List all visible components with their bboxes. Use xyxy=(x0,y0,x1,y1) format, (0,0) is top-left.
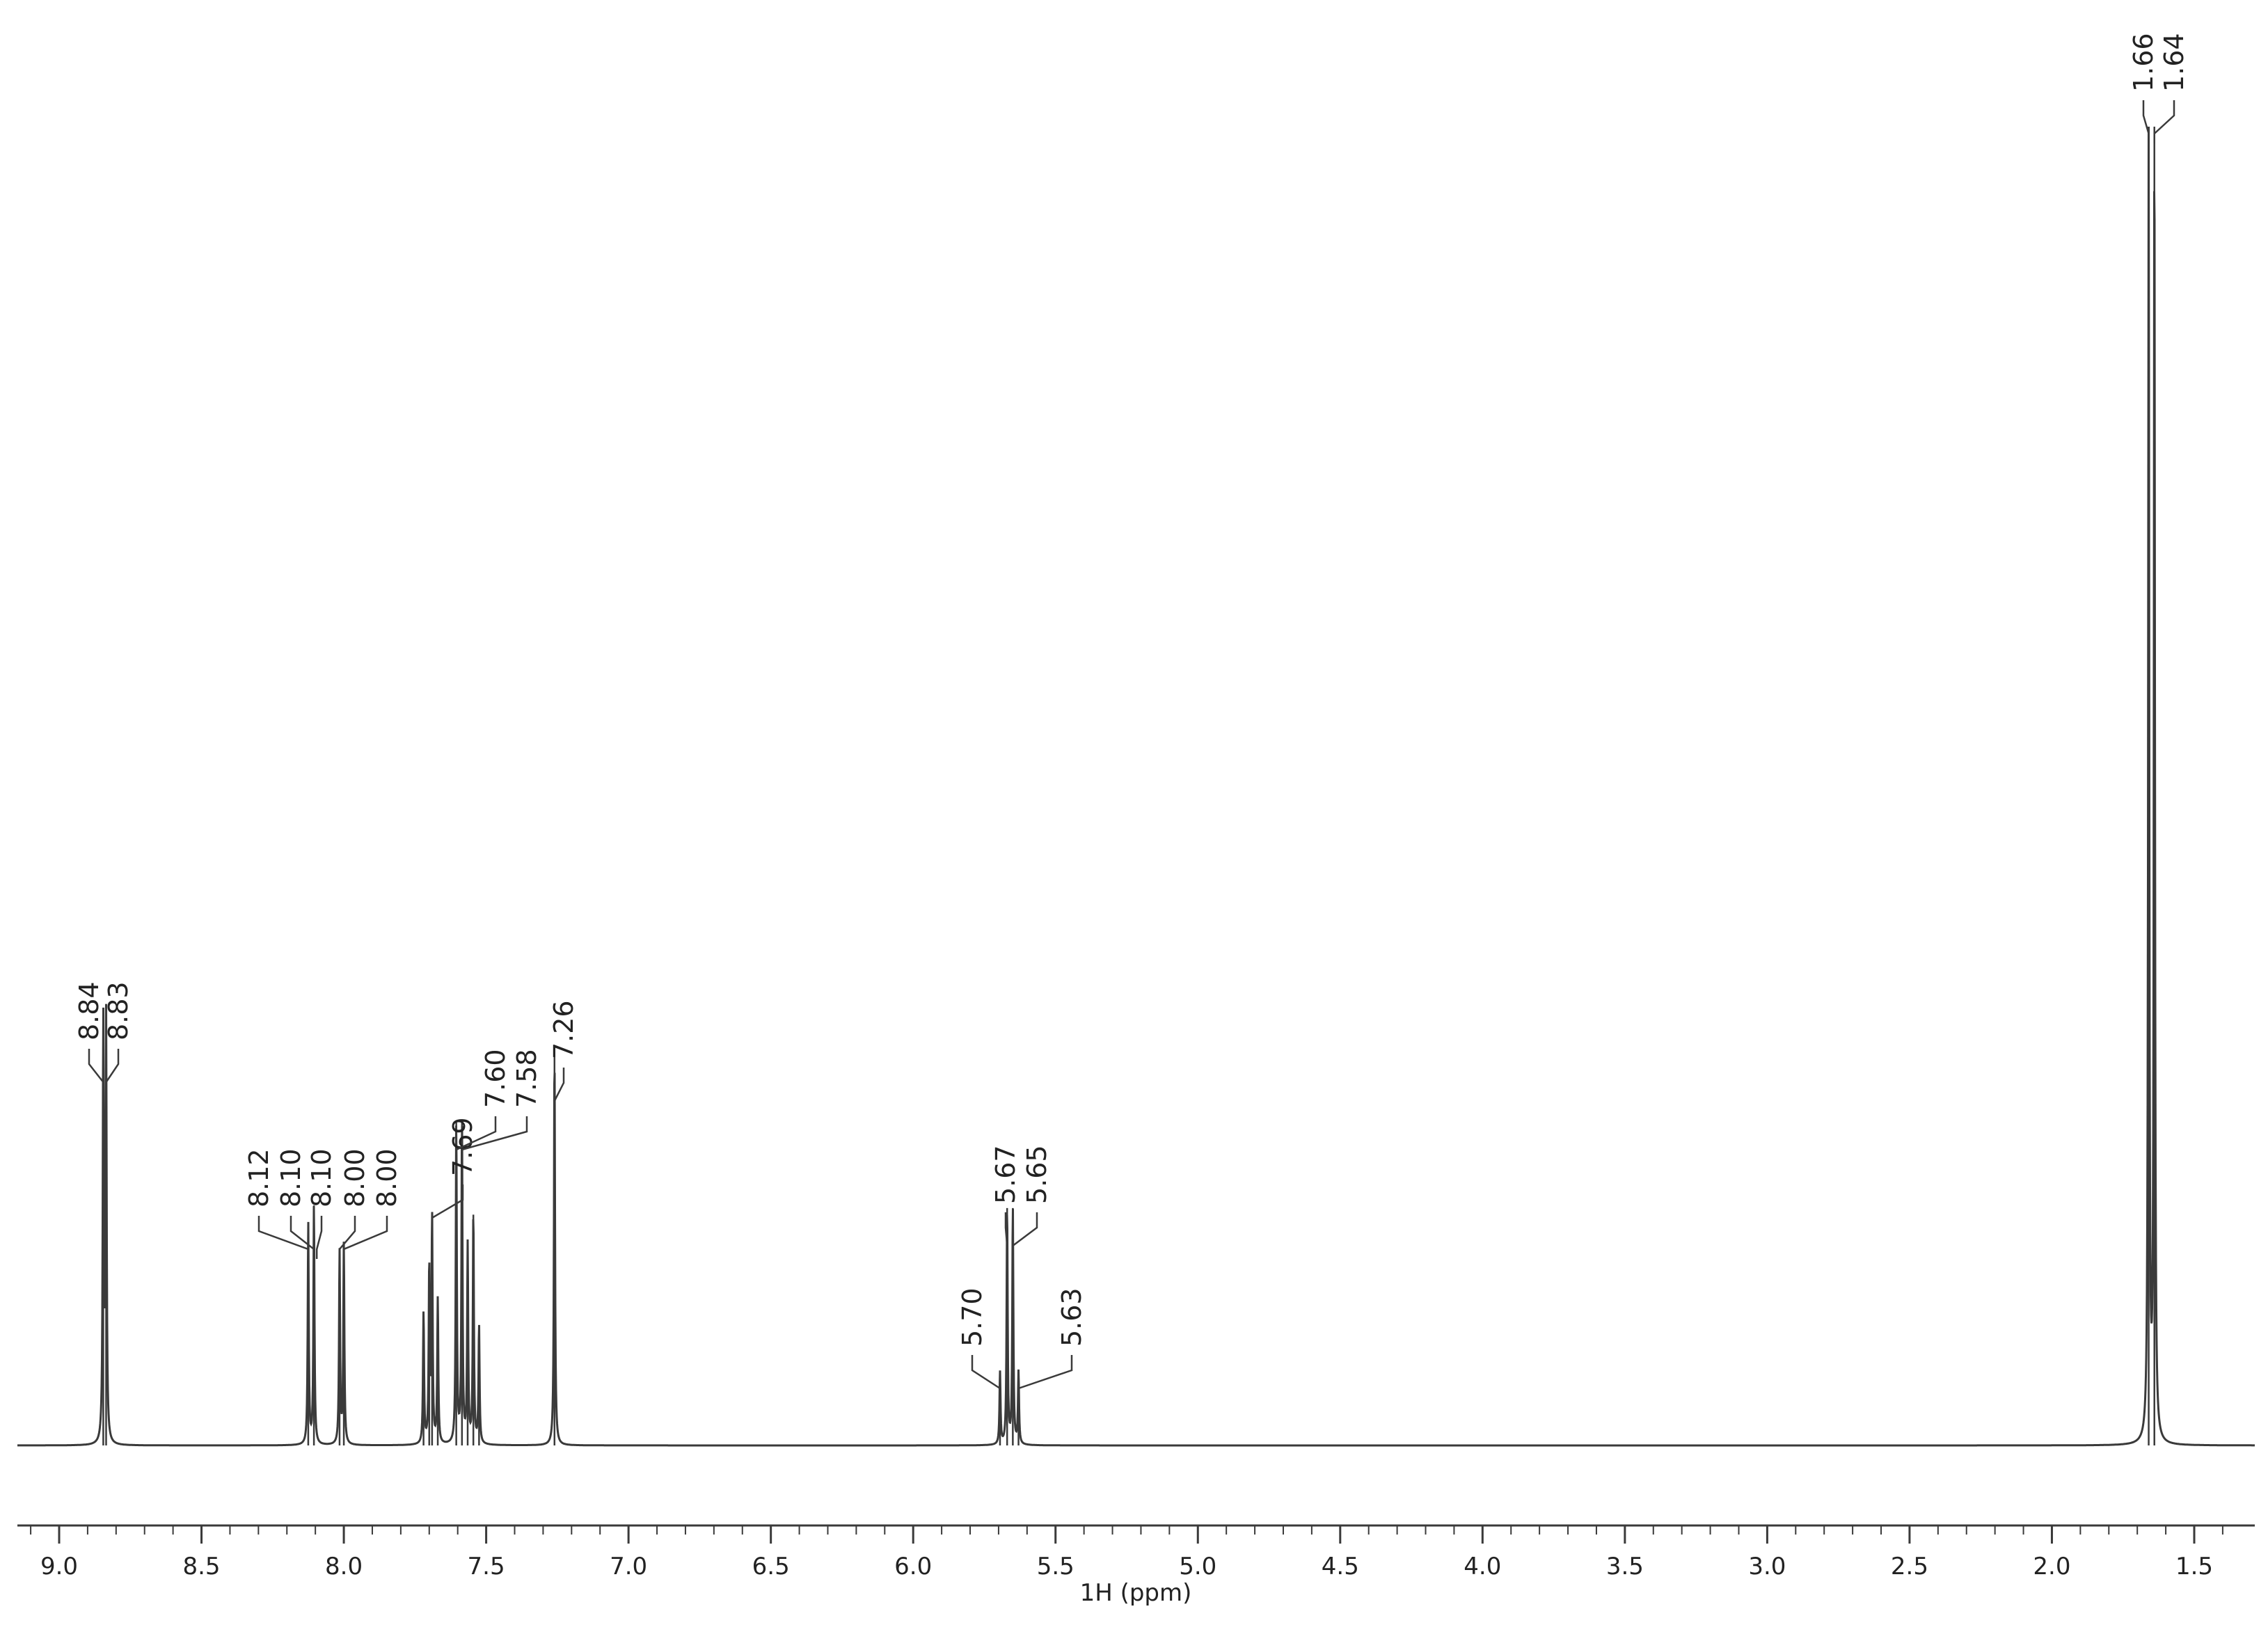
x-tick-label: 7.0 xyxy=(610,1553,647,1580)
x-tick-label: 1.5 xyxy=(2175,1553,2213,1580)
peak-label-connector xyxy=(1004,1212,1008,1255)
peak-labels-layer: 8.848.838.12 8.10 8.10 8.00 8.007.697.60 7.58… xyxy=(74,33,2189,1398)
peak-label: 5.63 xyxy=(1056,1287,1087,1347)
peak-label: 8.10 xyxy=(276,1148,306,1207)
peak-label-connector xyxy=(431,1184,464,1228)
peak-label: 8.10 xyxy=(306,1148,337,1207)
peak-label: 1.64 xyxy=(2159,33,2189,92)
x-axis-title: 1H (ppm) xyxy=(1080,1579,1192,1607)
peak-label-connector xyxy=(455,1116,497,1159)
x-tick-label: 7.5 xyxy=(468,1553,505,1580)
x-tick-label: 6.5 xyxy=(752,1553,790,1580)
x-tick-label: 3.0 xyxy=(1748,1553,1786,1580)
peak-label-connector xyxy=(290,1216,315,1259)
x-tick-label: 4.5 xyxy=(1322,1553,1359,1580)
peak-label: 8.00 xyxy=(372,1148,402,1207)
x-axis-ticks: 9.0 8.5 8.0 7.5 7.0 6.5 6.0 5.5 5.0 4.5 4.0 3.5 3.0 2… xyxy=(30,1525,2223,1580)
x-tick-label: 5.5 xyxy=(1037,1553,1074,1580)
x-tick-label: 3.5 xyxy=(1606,1553,1644,1580)
peak-label-connector xyxy=(88,1049,104,1092)
x-tick-label: 8.5 xyxy=(182,1553,220,1580)
x-tick-label: 8.0 xyxy=(325,1553,363,1580)
x-tick-label: 2.5 xyxy=(1891,1553,1928,1580)
peak-label-connector xyxy=(315,1216,323,1259)
x-tick-label: 9.0 xyxy=(40,1553,78,1580)
peak-label-connector xyxy=(105,1049,120,1092)
peak-label-connector xyxy=(2142,100,2150,143)
peak-label-connector xyxy=(971,1355,1001,1398)
peak-label: 8.84 xyxy=(74,981,104,1040)
peak-label: 8.83 xyxy=(103,981,134,1040)
peak-label: 7.58 xyxy=(512,1049,542,1108)
peak-label-connector xyxy=(461,1116,528,1159)
spectrum-trace-layer xyxy=(17,126,2255,1447)
peak-label-connector xyxy=(2153,100,2175,143)
peak-label: 5.65 xyxy=(1022,1145,1052,1204)
peak-label: 8.00 xyxy=(340,1148,370,1207)
x-tick-label: 6.0 xyxy=(894,1553,932,1580)
peak-label: 5.67 xyxy=(990,1145,1021,1204)
peak-label-connector xyxy=(1012,1212,1038,1255)
x-tick-label: 2.0 xyxy=(2033,1553,2070,1580)
peak-label-connector xyxy=(1017,1355,1073,1398)
peak-label-connector xyxy=(342,1216,388,1259)
peak-label-connector xyxy=(553,1068,565,1111)
peak-label-connector xyxy=(257,1216,310,1259)
peak-label: 7.60 xyxy=(480,1049,511,1108)
x-tick-label: 5.0 xyxy=(1179,1553,1216,1580)
peak-label: 7.26 xyxy=(548,1000,579,1059)
peak-label: 8.12 xyxy=(244,1148,274,1207)
peak-label: 5.70 xyxy=(957,1287,988,1347)
peak-label-connector xyxy=(338,1216,356,1259)
spectrum-trace xyxy=(17,126,2255,1447)
peak-label: 1.66 xyxy=(2128,33,2159,92)
x-tick-label: 4.0 xyxy=(1464,1553,1501,1580)
